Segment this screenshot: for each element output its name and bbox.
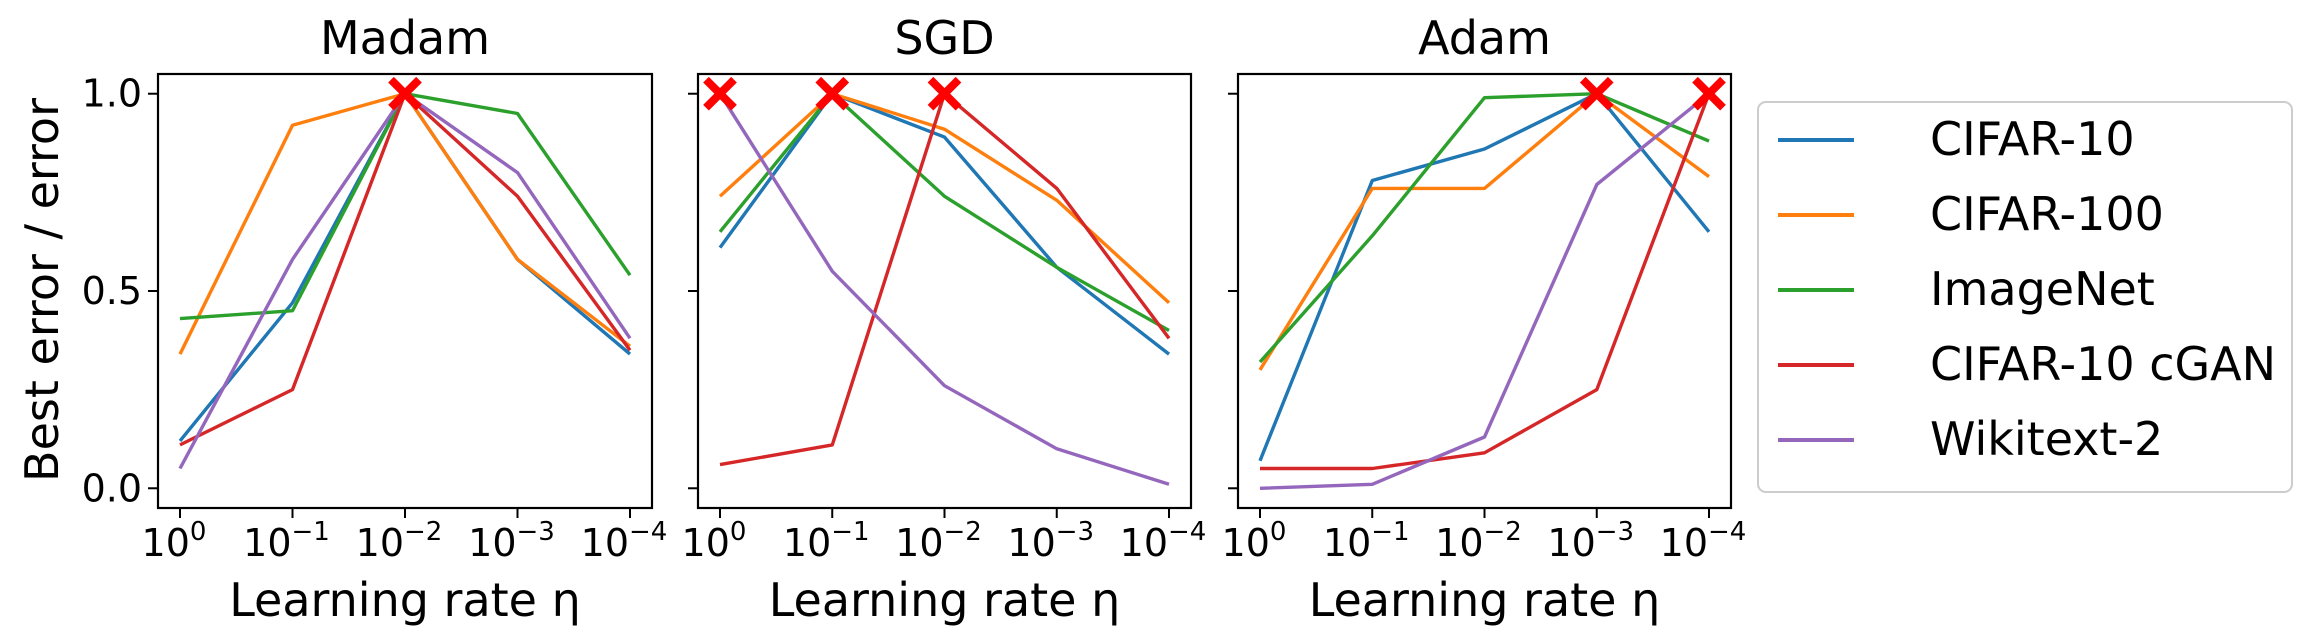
x-tick-label: 10−4 xyxy=(1120,517,1207,565)
best-marker xyxy=(1579,76,1614,111)
series-line-cifar-10 xyxy=(718,91,1171,356)
best-marker-stroke xyxy=(927,76,962,111)
best-marker-stroke xyxy=(388,76,422,111)
x-axis-label: Learning rate η xyxy=(229,573,581,627)
x-tick-label: 100 xyxy=(142,517,207,565)
series-line-imagenet xyxy=(1258,91,1710,364)
panel-madam: Madam 0.0 0.5 1.0 100 10−1 10−2 10−3 10−4Learnin… xyxy=(82,11,668,627)
series-line-wikitext-2 xyxy=(1259,92,1711,490)
series-line-imagenet xyxy=(179,91,632,321)
x-axis-label: Learning rate η xyxy=(769,573,1121,627)
y-tick-label: 0.0 xyxy=(82,466,142,510)
x-tick-label: 10−3 xyxy=(468,517,555,565)
series-line-cifar-100 xyxy=(718,91,1171,305)
panel-title: Adam xyxy=(1418,11,1551,65)
x-tick-label: 10−4 xyxy=(581,517,668,565)
legend-box xyxy=(1757,101,2293,493)
series-line-imagenet xyxy=(718,91,1170,332)
series-line-cifar-10 xyxy=(178,91,632,442)
x-tick-label: 10−1 xyxy=(1323,517,1410,565)
best-marker xyxy=(815,76,850,111)
panel-title: SGD xyxy=(894,11,994,65)
x-tick-label: 10−2 xyxy=(895,517,982,565)
x-tick-label: 10−3 xyxy=(1007,517,1094,565)
x-tick-label: 100 xyxy=(1222,517,1287,565)
series-line-cifar-10-cgan xyxy=(179,91,632,447)
best-marker xyxy=(703,76,737,111)
best-marker-stroke xyxy=(1579,76,1614,111)
x-axis-label: Learning rate η xyxy=(1309,573,1661,627)
panel-title: Madam xyxy=(320,11,490,65)
best-marker-stroke xyxy=(1692,76,1726,111)
series-line-cifar-10-cgan xyxy=(1260,93,1711,471)
x-tick-label: 10−1 xyxy=(783,517,870,565)
x-tick-label: 100 xyxy=(682,517,747,565)
legend-entry: ImageNet xyxy=(1930,262,2155,316)
y-tick-label: 1.0 xyxy=(82,72,142,116)
series-line-wikitext-2 xyxy=(718,92,1170,486)
legend-entry: Wikitext-2 xyxy=(1930,412,2163,466)
legend: CIFAR-10 CIFAR-100 ImageNet CIFAR-10 cGAN Wi… xyxy=(1757,101,2293,493)
legend-entry: CIFAR-10 cGAN xyxy=(1930,337,2276,391)
x-tick-label: 10−1 xyxy=(243,517,330,565)
x-tick-label: 10−2 xyxy=(1435,517,1522,565)
series-line-cifar-100 xyxy=(1258,91,1711,371)
x-tick-label: 10−2 xyxy=(356,517,443,565)
best-marker-stroke xyxy=(815,76,850,111)
best-marker xyxy=(927,76,962,111)
best-marker xyxy=(388,76,422,111)
legend-entry: CIFAR-100 xyxy=(1930,187,2164,241)
y-tick-label: 0.5 xyxy=(82,269,142,313)
series-line-cifar-10 xyxy=(1258,91,1711,462)
y-axis-label: Best error / error xyxy=(15,98,69,482)
x-tick-label: 10−4 xyxy=(1660,517,1747,565)
best-marker-stroke xyxy=(703,76,737,111)
x-tick-label: 10−3 xyxy=(1547,517,1634,565)
legend-entry: CIFAR-10 xyxy=(1930,112,2135,166)
panel-adam: Adam 100 10−1 10−2 10−3 10−4 Learning rate η xyxy=(1222,11,1747,627)
axes-frame xyxy=(156,72,654,510)
best-marker xyxy=(1692,76,1726,111)
panel-sgd: SGD 100 10−1 10−2 10−3 10−4 Learning rate η xyxy=(682,11,1207,627)
